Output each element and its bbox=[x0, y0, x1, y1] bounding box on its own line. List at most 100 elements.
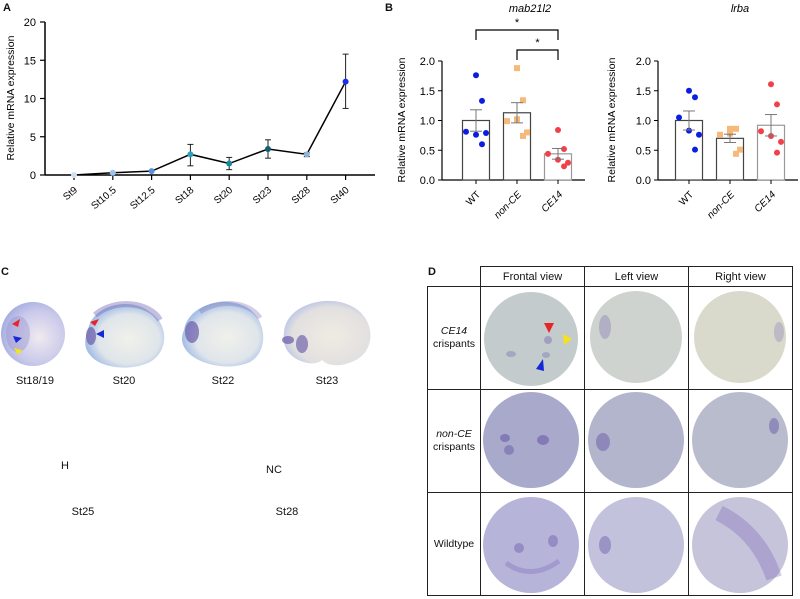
x-tick-label: CE14 bbox=[540, 189, 566, 215]
data-point bbox=[545, 150, 551, 157]
y-tick-label: 2.0 bbox=[420, 56, 435, 68]
y-tick-label: 0.5 bbox=[636, 145, 651, 157]
yellow-arrowhead-icon bbox=[563, 334, 572, 345]
data-point bbox=[303, 151, 310, 158]
blue-arrowhead-icon bbox=[96, 330, 104, 338]
data-point bbox=[778, 138, 784, 145]
x-tick-label: St23 bbox=[251, 185, 274, 207]
y-tick-label: 15 bbox=[24, 55, 36, 67]
stage-label: St20 bbox=[112, 375, 136, 387]
data-point bbox=[71, 172, 77, 178]
data-point bbox=[504, 118, 510, 125]
y-tick-label: 0 bbox=[30, 170, 36, 182]
data-point bbox=[737, 146, 743, 153]
annotation-h: H bbox=[61, 460, 69, 472]
x-tick-label: CE14 bbox=[753, 189, 779, 215]
series-line bbox=[73, 81, 347, 176]
data-point bbox=[676, 114, 682, 121]
blue-arrowhead-icon bbox=[536, 359, 544, 371]
data-point bbox=[717, 131, 723, 138]
y-axis-title: Relative mRNA expression bbox=[396, 57, 408, 182]
data-point bbox=[692, 146, 698, 153]
image-ce14-frontal bbox=[480, 286, 585, 390]
x-tick-label: non-CE bbox=[705, 189, 737, 221]
data-point bbox=[555, 127, 561, 134]
image-nonce-frontal bbox=[480, 389, 585, 493]
data-point bbox=[768, 81, 774, 88]
stage-label: St22 bbox=[211, 375, 235, 387]
annotation-nc: NC bbox=[266, 464, 282, 476]
panel-label-b: B bbox=[385, 2, 393, 14]
x-tick-label: St18 bbox=[173, 185, 196, 207]
data-point bbox=[774, 101, 780, 108]
blue-arrowhead-icon bbox=[13, 336, 22, 343]
stage-label: St25 bbox=[71, 506, 95, 518]
x-tick-label: St40 bbox=[329, 185, 352, 207]
data-point bbox=[109, 169, 116, 176]
data-point bbox=[758, 128, 764, 135]
data-point bbox=[561, 146, 567, 153]
data-point bbox=[555, 156, 561, 163]
data-point bbox=[463, 128, 469, 135]
data-point bbox=[524, 129, 530, 136]
data-point bbox=[148, 168, 155, 175]
row-label-ce14: CE14 crispants bbox=[427, 286, 481, 390]
red-arrowhead-icon bbox=[12, 319, 20, 327]
y-tick-label: 1.5 bbox=[636, 86, 651, 98]
row-label-non-ce: non-CE crispants bbox=[427, 389, 481, 493]
image-wt-frontal bbox=[480, 492, 585, 596]
data-point bbox=[686, 127, 692, 134]
bar bbox=[715, 137, 745, 181]
data-point bbox=[473, 72, 479, 79]
data-point bbox=[342, 78, 349, 85]
red-arrowhead-icon bbox=[544, 323, 554, 333]
significance-bracket bbox=[475, 29, 559, 40]
x-tick-label: St28 bbox=[290, 185, 313, 207]
data-point bbox=[686, 87, 692, 94]
y-axis-title: Relative mRNA expression bbox=[606, 57, 618, 182]
x-tick-label: St20 bbox=[212, 185, 235, 207]
x-tick-label: WT bbox=[464, 189, 483, 208]
y-tick-label: 2.0 bbox=[636, 56, 651, 68]
data-point bbox=[520, 97, 526, 104]
y-tick-label: 10 bbox=[24, 94, 36, 106]
data-point bbox=[733, 125, 739, 132]
data-point bbox=[727, 125, 733, 132]
panel-label-d: D bbox=[428, 266, 436, 278]
significance-label: * bbox=[515, 17, 520, 29]
chart-b-lrba: lrba Relative mRNA expression 0.0 0.5 1.0 1.5… bbox=[606, 3, 798, 221]
panel-d-crispant-table: Frontal view Left view Right view CE14 cr… bbox=[427, 266, 793, 596]
data-point bbox=[561, 163, 567, 170]
data-point bbox=[696, 131, 702, 138]
column-header-frontal: Frontal view bbox=[480, 266, 585, 287]
y-tick-label: 20 bbox=[24, 17, 36, 29]
image-wt-left bbox=[584, 492, 689, 596]
image-nonce-left bbox=[584, 389, 689, 493]
panel-label-c: C bbox=[1, 266, 9, 278]
panel-label-a: A bbox=[3, 2, 11, 14]
data-point bbox=[226, 160, 233, 167]
yellow-arrowhead-icon bbox=[14, 348, 22, 355]
image-nonce-right bbox=[688, 389, 793, 493]
y-tick-label: 1.0 bbox=[636, 116, 651, 128]
data-point bbox=[692, 94, 698, 101]
y-tick-label: 1.0 bbox=[420, 116, 435, 128]
stage-label: St23 bbox=[315, 375, 339, 387]
y-tick-label: 0.5 bbox=[420, 145, 435, 157]
data-point bbox=[265, 145, 271, 152]
x-tick-label: St9 bbox=[61, 185, 80, 203]
stage-label: St18/19 bbox=[16, 375, 54, 387]
image-ce14-right bbox=[688, 286, 793, 390]
chart-title: lrba bbox=[731, 3, 749, 15]
data-point bbox=[187, 151, 194, 158]
embryo-st23 bbox=[282, 300, 371, 366]
x-tick-label: non-CE bbox=[492, 189, 524, 221]
data-point bbox=[520, 132, 526, 139]
embryo-st18-19 bbox=[1, 302, 65, 366]
data-point bbox=[479, 97, 485, 104]
data-point bbox=[727, 130, 733, 137]
data-point bbox=[483, 129, 489, 136]
chart-b-mab21l2: mab21l2 Relative mRNA expression 0.0 0.5 1.0… bbox=[396, 3, 585, 221]
embryo-st22 bbox=[181, 300, 264, 367]
y-tick-label: 1.5 bbox=[420, 86, 435, 98]
